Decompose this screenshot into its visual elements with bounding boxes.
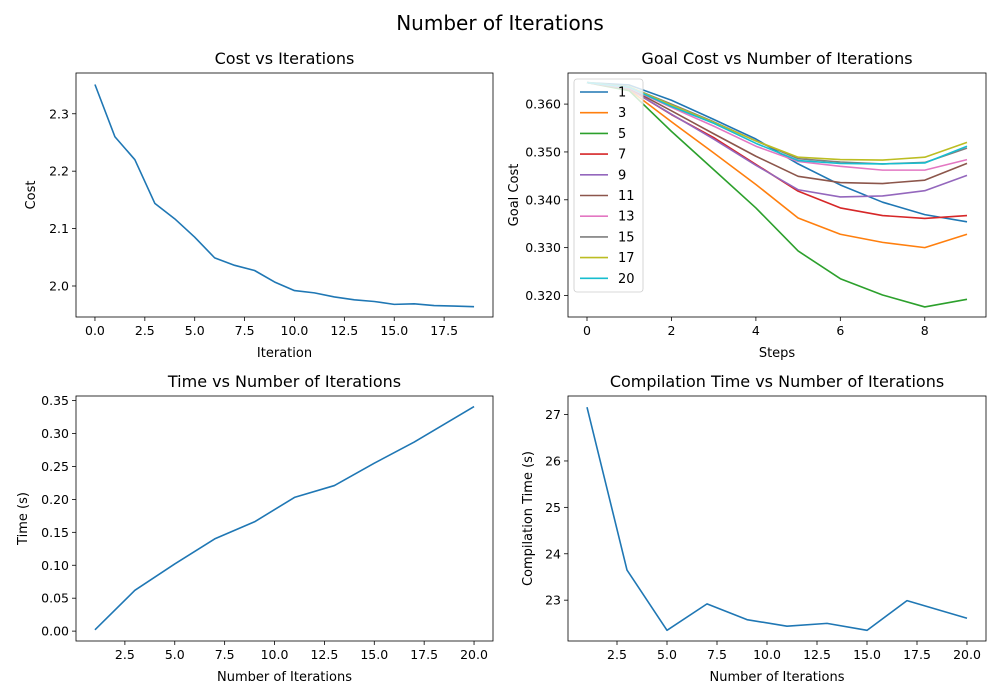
- y-tick-label: 2.0: [49, 278, 69, 293]
- x-axis-label: Iteration: [257, 346, 312, 361]
- y-tick-label: 0.340: [525, 192, 561, 207]
- legend-entry: 9: [618, 168, 626, 183]
- plot-frame: [567, 72, 987, 318]
- x-tick-label: 6: [836, 323, 844, 338]
- y-axis-label: Goal Cost: [507, 164, 522, 227]
- y-tick-label: 0.15: [41, 525, 69, 540]
- x-tick-label: 12.5: [803, 647, 831, 662]
- legend-entry: 15: [618, 230, 635, 245]
- y-tick-label: 0.00: [41, 624, 69, 639]
- x-tick-label: 15.0: [380, 323, 408, 338]
- x-tick-label: 8: [921, 323, 929, 338]
- series-line: [94, 84, 475, 308]
- x-tick-label: 5.0: [185, 323, 205, 338]
- y-tick-label: 27: [545, 407, 561, 422]
- y-axis-label: Compilation Time (s): [521, 451, 536, 586]
- x-tick-label: 5.0: [657, 647, 677, 662]
- y-tick-label: 0.330: [525, 240, 561, 255]
- legend-entry: 1: [618, 86, 626, 101]
- x-tick-label: 7.5: [707, 647, 727, 662]
- series-line-20: [586, 81, 968, 165]
- y-tick-label: 0.320: [525, 288, 561, 303]
- x-tick-label: 20.0: [953, 647, 981, 662]
- x-tick-label: 2.5: [135, 323, 155, 338]
- x-tick-label: 7.5: [235, 323, 255, 338]
- series-line: [586, 406, 968, 632]
- x-tick-label: 10.0: [281, 323, 309, 338]
- x-tick-label: 2.5: [115, 647, 135, 662]
- y-tick-label: 0.05: [41, 591, 69, 606]
- panel-title: Cost vs Iterations: [215, 49, 355, 68]
- y-tick-label: 0.20: [41, 492, 69, 507]
- legend-entry: 11: [618, 189, 635, 204]
- x-tick-label: 17.5: [903, 647, 931, 662]
- panel-title: Goal Cost vs Number of Iterations: [641, 49, 912, 68]
- x-tick-label: 17.5: [430, 323, 458, 338]
- y-tick-label: 2.1: [49, 221, 69, 236]
- x-tick-label: 0.0: [85, 323, 105, 338]
- series-line-5: [586, 81, 968, 308]
- x-axis-label: Number of Iterations: [710, 670, 845, 685]
- legend-box: [573, 78, 644, 293]
- x-tick-label: 2: [667, 323, 675, 338]
- panel-title: Compilation Time vs Number of Iterations: [610, 372, 944, 391]
- plot-frame: [75, 72, 494, 318]
- y-tick-label: 23: [545, 593, 561, 608]
- y-tick-label: 0.25: [41, 459, 69, 474]
- legend-entry: 7: [618, 148, 626, 163]
- y-tick-label: 0.30: [41, 426, 69, 441]
- y-tick-label: 26: [545, 453, 561, 468]
- compilation-time-panel: Compilation Time vs Number of Iterations…: [521, 372, 987, 685]
- legend-entry: 5: [618, 127, 626, 142]
- x-tick-label: 20.0: [460, 647, 488, 662]
- series-line-9: [586, 81, 968, 198]
- figure-title: Number of Iterations: [396, 11, 604, 35]
- x-tick-label: 2.5: [607, 647, 627, 662]
- legend-entry: 13: [618, 210, 635, 225]
- x-tick-label: 15.0: [360, 647, 388, 662]
- x-tick-label: 10.0: [753, 647, 781, 662]
- legend-entry: 20: [618, 272, 635, 287]
- y-tick-label: 25: [545, 500, 561, 515]
- x-tick-label: 12.5: [310, 647, 338, 662]
- y-tick-label: 2.2: [49, 164, 69, 179]
- x-tick-label: 15.0: [853, 647, 881, 662]
- x-axis-label: Number of Iterations: [217, 670, 352, 685]
- x-tick-label: 12.5: [330, 323, 358, 338]
- y-axis-label: Cost: [24, 181, 39, 210]
- legend-entry: 17: [618, 251, 635, 266]
- x-tick-label: 17.5: [410, 647, 438, 662]
- plot-frame: [567, 395, 987, 642]
- plot-frame: [75, 395, 494, 642]
- y-tick-label: 0.350: [525, 144, 561, 159]
- y-axis-label: Time (s): [16, 492, 31, 546]
- x-tick-label: 7.5: [215, 647, 235, 662]
- time-vs-iterations-panel: Time vs Number of Iterations 2.5 5.0 7.5 10.…: [16, 372, 494, 685]
- y-tick-label: 0.35: [41, 393, 69, 408]
- panel-title: Time vs Number of Iterations: [167, 372, 401, 391]
- x-tick-label: 10.0: [261, 647, 289, 662]
- series-line: [94, 405, 475, 631]
- y-tick-label: 2.3: [49, 106, 69, 121]
- series-line-17: [586, 81, 968, 161]
- x-tick-label: 5.0: [165, 647, 185, 662]
- cost-vs-iterations-panel: Cost vs Iterations 0.0 2.5 5.0 7.5 10.0 12.5 15…: [24, 49, 494, 361]
- x-axis-label: Steps: [759, 346, 796, 361]
- y-tick-label: 0.360: [525, 97, 561, 112]
- series-line-3: [586, 81, 968, 249]
- goal-cost-panel: Goal Cost vs Number of Iterations 0 2 4 6 8 0.…: [507, 49, 987, 361]
- y-tick-label: 24: [545, 546, 561, 561]
- legend-entry: 3: [618, 106, 626, 121]
- series-line-11: [586, 81, 968, 185]
- y-tick-label: 0.10: [41, 558, 69, 573]
- x-tick-label: 4: [752, 323, 760, 338]
- x-tick-label: 0: [583, 323, 591, 338]
